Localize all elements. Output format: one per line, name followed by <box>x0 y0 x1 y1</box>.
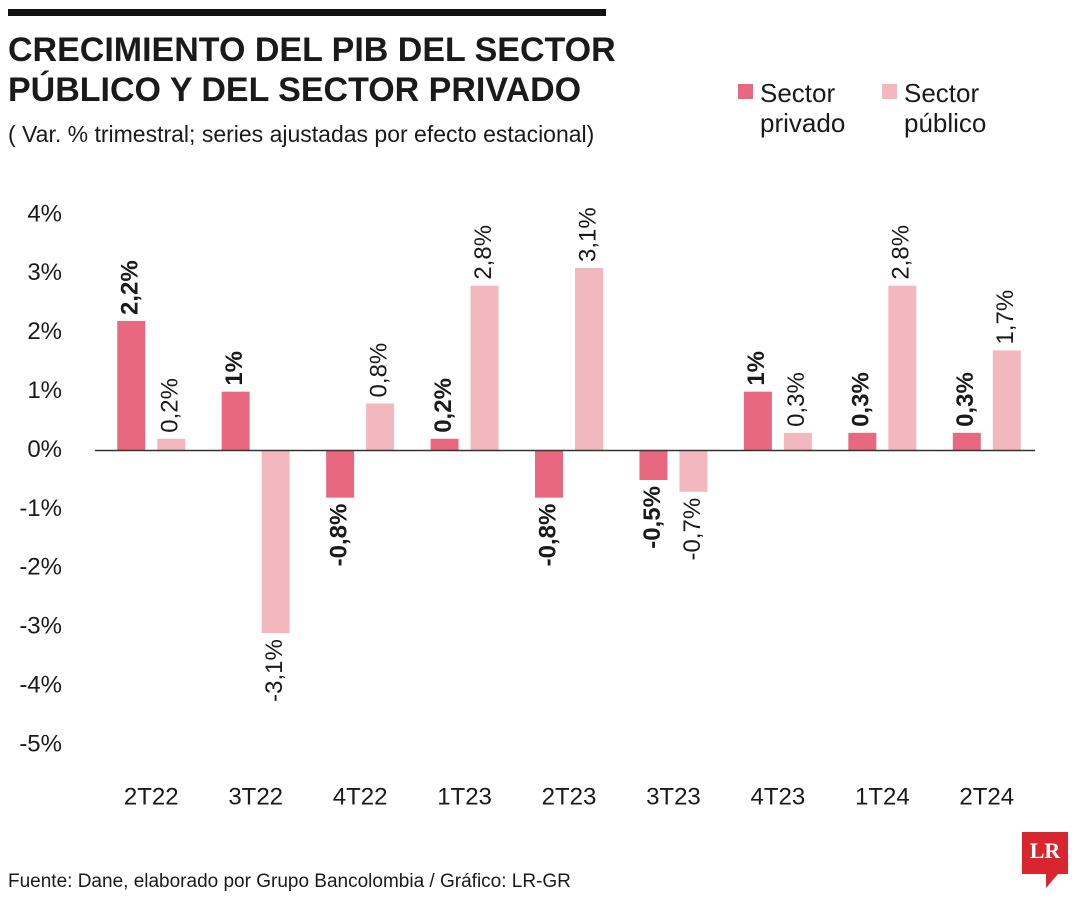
bar <box>261 450 290 634</box>
x-tick-label: 1T23 <box>437 783 492 810</box>
y-tick-label: 0% <box>27 436 62 463</box>
bar <box>117 321 146 451</box>
value-label: 1% <box>221 351 248 386</box>
y-tick-label: -3% <box>19 613 62 640</box>
bar <box>888 285 917 451</box>
value-label: -0,5% <box>639 486 666 549</box>
value-label: -0,8% <box>325 504 352 567</box>
value-label: 1% <box>743 351 770 386</box>
bar <box>952 432 981 451</box>
value-label: 2,8% <box>888 225 915 280</box>
y-tick-label: 3% <box>27 259 62 286</box>
value-label: 0,3% <box>783 372 810 427</box>
value-label: 0,3% <box>952 372 979 427</box>
y-tick-label: 2% <box>27 318 62 345</box>
x-tick-label: 4T22 <box>333 783 388 810</box>
y-tick-label: 4% <box>27 200 62 227</box>
source: Fuente: Dane, elaborado por Grupo Bancol… <box>8 871 571 892</box>
x-tick-label: 2T22 <box>124 783 179 810</box>
bar <box>783 432 812 451</box>
legend-item: Sector público <box>882 78 1014 138</box>
bar <box>535 450 563 498</box>
value-label: 2,2% <box>117 260 144 315</box>
x-tick-label: 3T23 <box>646 783 701 810</box>
legend-item: Sector privado <box>738 78 870 138</box>
bar <box>575 268 603 451</box>
chart-subtitle: ( Var. % trimestral; series ajustadas po… <box>8 121 594 147</box>
bar <box>470 285 499 451</box>
y-tick-label: -1% <box>19 495 62 522</box>
legend-swatch <box>882 84 897 99</box>
bar <box>743 391 772 451</box>
x-tick-label: 1T24 <box>855 783 910 810</box>
y-tick-label: -4% <box>19 671 62 698</box>
bar <box>326 450 355 498</box>
x-tick-label: 4T23 <box>751 783 806 810</box>
bar <box>366 403 395 451</box>
legend-label: Sector público <box>904 78 987 138</box>
value-label: -3,1% <box>261 639 288 702</box>
y-tick-label: -2% <box>19 554 62 581</box>
value-label: 0,2% <box>157 378 184 433</box>
value-label: 0,3% <box>848 372 875 427</box>
legend-label: Sector privado <box>760 78 846 138</box>
chart-title: PÚBLICO Y DEL SECTOR PRIVADO <box>8 71 581 109</box>
bar <box>639 450 668 480</box>
x-tick-label: 3T22 <box>228 783 283 810</box>
chart-title: CRECIMIENTO DEL PIB DEL SECTOR <box>8 31 616 69</box>
bar <box>679 450 708 492</box>
logo-box <box>1022 832 1068 888</box>
value-label: 2,8% <box>470 225 497 280</box>
bar <box>430 438 459 451</box>
value-label: 1,7% <box>992 290 1019 345</box>
value-label: -0,7% <box>679 498 706 561</box>
top-rule <box>8 9 606 16</box>
legend-swatch <box>738 84 753 99</box>
bar <box>157 438 186 451</box>
y-tick-label: 1% <box>27 377 62 404</box>
value-label: 0,8% <box>365 343 392 398</box>
value-label: 0,2% <box>430 378 457 433</box>
value-label: 3,1% <box>574 207 601 262</box>
bar <box>992 350 1021 451</box>
bar <box>221 391 250 451</box>
x-tick-label: 2T23 <box>542 783 597 810</box>
x-tick-label: 2T24 <box>959 783 1014 810</box>
logo: LR <box>1030 838 1062 863</box>
bar <box>848 432 877 451</box>
y-tick-label: -5% <box>19 730 62 757</box>
value-label: -0,8% <box>534 504 561 567</box>
